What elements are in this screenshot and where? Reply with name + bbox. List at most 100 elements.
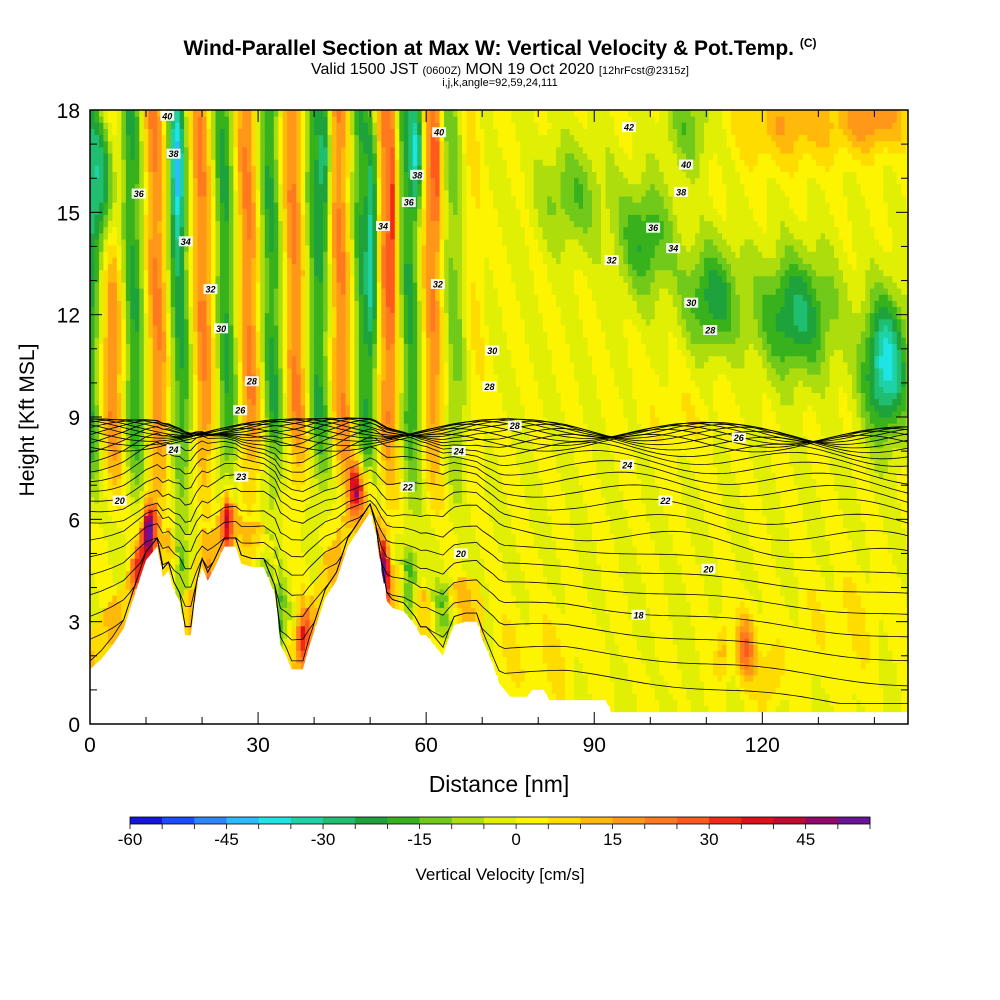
- heat-cell: [332, 398, 338, 406]
- heat-cell: [107, 238, 113, 246]
- heat-cell: [300, 349, 306, 357]
- heat-cell: [139, 515, 145, 522]
- heat-cell: [246, 423, 252, 430]
- heat-cell: [255, 521, 261, 529]
- heat-cell: [255, 392, 261, 400]
- heat-cell: [224, 466, 230, 473]
- heat-cell: [197, 165, 203, 172]
- heat-cell: [314, 410, 320, 418]
- heat-cell: [237, 355, 243, 363]
- heat-cell: [211, 441, 217, 449]
- heat-cell: [193, 165, 199, 172]
- heat-cell: [211, 410, 217, 418]
- heat-cell: [323, 324, 329, 332]
- heat-cell: [121, 601, 127, 608]
- heat-cell: [130, 503, 136, 510]
- heat-cell: [179, 484, 185, 492]
- heat-cell: [273, 324, 279, 332]
- heat-cell: [193, 496, 199, 504]
- heat-cell: [175, 183, 181, 191]
- heat-cell: [341, 177, 347, 185]
- heat-cell: [242, 349, 248, 357]
- heat-cell: [143, 183, 149, 191]
- heat-cell: [148, 355, 154, 363]
- heat-cell: [228, 245, 234, 252]
- heat-cell: [242, 245, 248, 252]
- heat-cell: [134, 159, 140, 166]
- heat-cell: [354, 404, 360, 412]
- heat-cell: [332, 361, 338, 369]
- heat-cell: [224, 196, 230, 203]
- heat-cell: [224, 288, 230, 295]
- heat-cell: [215, 361, 221, 369]
- heat-cell: [94, 337, 100, 344]
- heat-cell: [341, 288, 347, 295]
- heat-cell: [211, 564, 217, 572]
- heat-cell: [273, 515, 279, 522]
- heat-cell: [336, 116, 342, 123]
- heat-cell: [309, 220, 315, 228]
- heat-cell: [341, 503, 347, 510]
- heat-cell: [228, 214, 234, 222]
- heat-cell: [251, 558, 257, 565]
- heat-cell: [327, 582, 333, 590]
- heat-cell: [188, 466, 194, 473]
- heat-cell: [282, 349, 288, 357]
- heat-cell: [358, 189, 364, 197]
- heat-cell: [90, 631, 96, 639]
- heat-cell: [350, 423, 356, 430]
- heat-cell: [305, 533, 311, 541]
- heat-cell: [202, 153, 208, 160]
- heat-cell: [269, 472, 275, 479]
- heat-cell: [112, 509, 118, 516]
- heat-cell: [336, 281, 342, 289]
- heat-cell: [318, 558, 324, 565]
- heat-cell: [323, 429, 329, 436]
- heat-cell: [327, 110, 333, 117]
- heat-cell: [264, 380, 270, 387]
- heat-cell: [107, 466, 113, 473]
- heat-cell: [99, 490, 105, 498]
- heat-cell: [90, 570, 96, 578]
- heat-cell: [197, 251, 203, 258]
- heat-cell: [309, 312, 315, 320]
- heat-cell: [90, 386, 96, 393]
- valid-date: MON 19 Oct 2020: [465, 61, 595, 78]
- heat-cell: [161, 374, 167, 381]
- heat-cell: [354, 269, 360, 277]
- heat-cell: [139, 196, 145, 203]
- heat-cell: [296, 509, 302, 516]
- heat-cell: [350, 281, 356, 289]
- heat-cell: [184, 263, 190, 271]
- heat-cell: [116, 251, 122, 258]
- heat-cell: [94, 177, 100, 185]
- heat-cell: [269, 582, 275, 590]
- heat-cell: [116, 582, 122, 590]
- heat-cell: [255, 281, 261, 289]
- heat-cell: [125, 361, 131, 369]
- heat-cell: [170, 478, 176, 486]
- heat-cell: [202, 214, 208, 222]
- heat-cell: [269, 208, 275, 215]
- heat-cell: [246, 288, 252, 295]
- heat-cell: [193, 177, 199, 185]
- heat-cell: [112, 361, 118, 369]
- heat-cell: [269, 251, 275, 258]
- heat-cell: [134, 374, 140, 381]
- heat-cell: [291, 134, 297, 142]
- heat-cell: [179, 196, 185, 203]
- heat-cell: [350, 245, 356, 252]
- heat-cell: [143, 257, 149, 265]
- heat-cell: [314, 226, 320, 234]
- heat-cell: [264, 110, 270, 117]
- heat-cell: [332, 159, 338, 166]
- heat-cell: [305, 165, 311, 172]
- heat-cell: [278, 214, 284, 222]
- heat-cell: [121, 220, 127, 228]
- heat-cell: [202, 343, 208, 350]
- heat-cell: [309, 281, 315, 289]
- heat-cell: [112, 337, 118, 344]
- heat-cell: [228, 521, 234, 529]
- heat-cell: [220, 417, 226, 424]
- heat-cell: [246, 110, 252, 117]
